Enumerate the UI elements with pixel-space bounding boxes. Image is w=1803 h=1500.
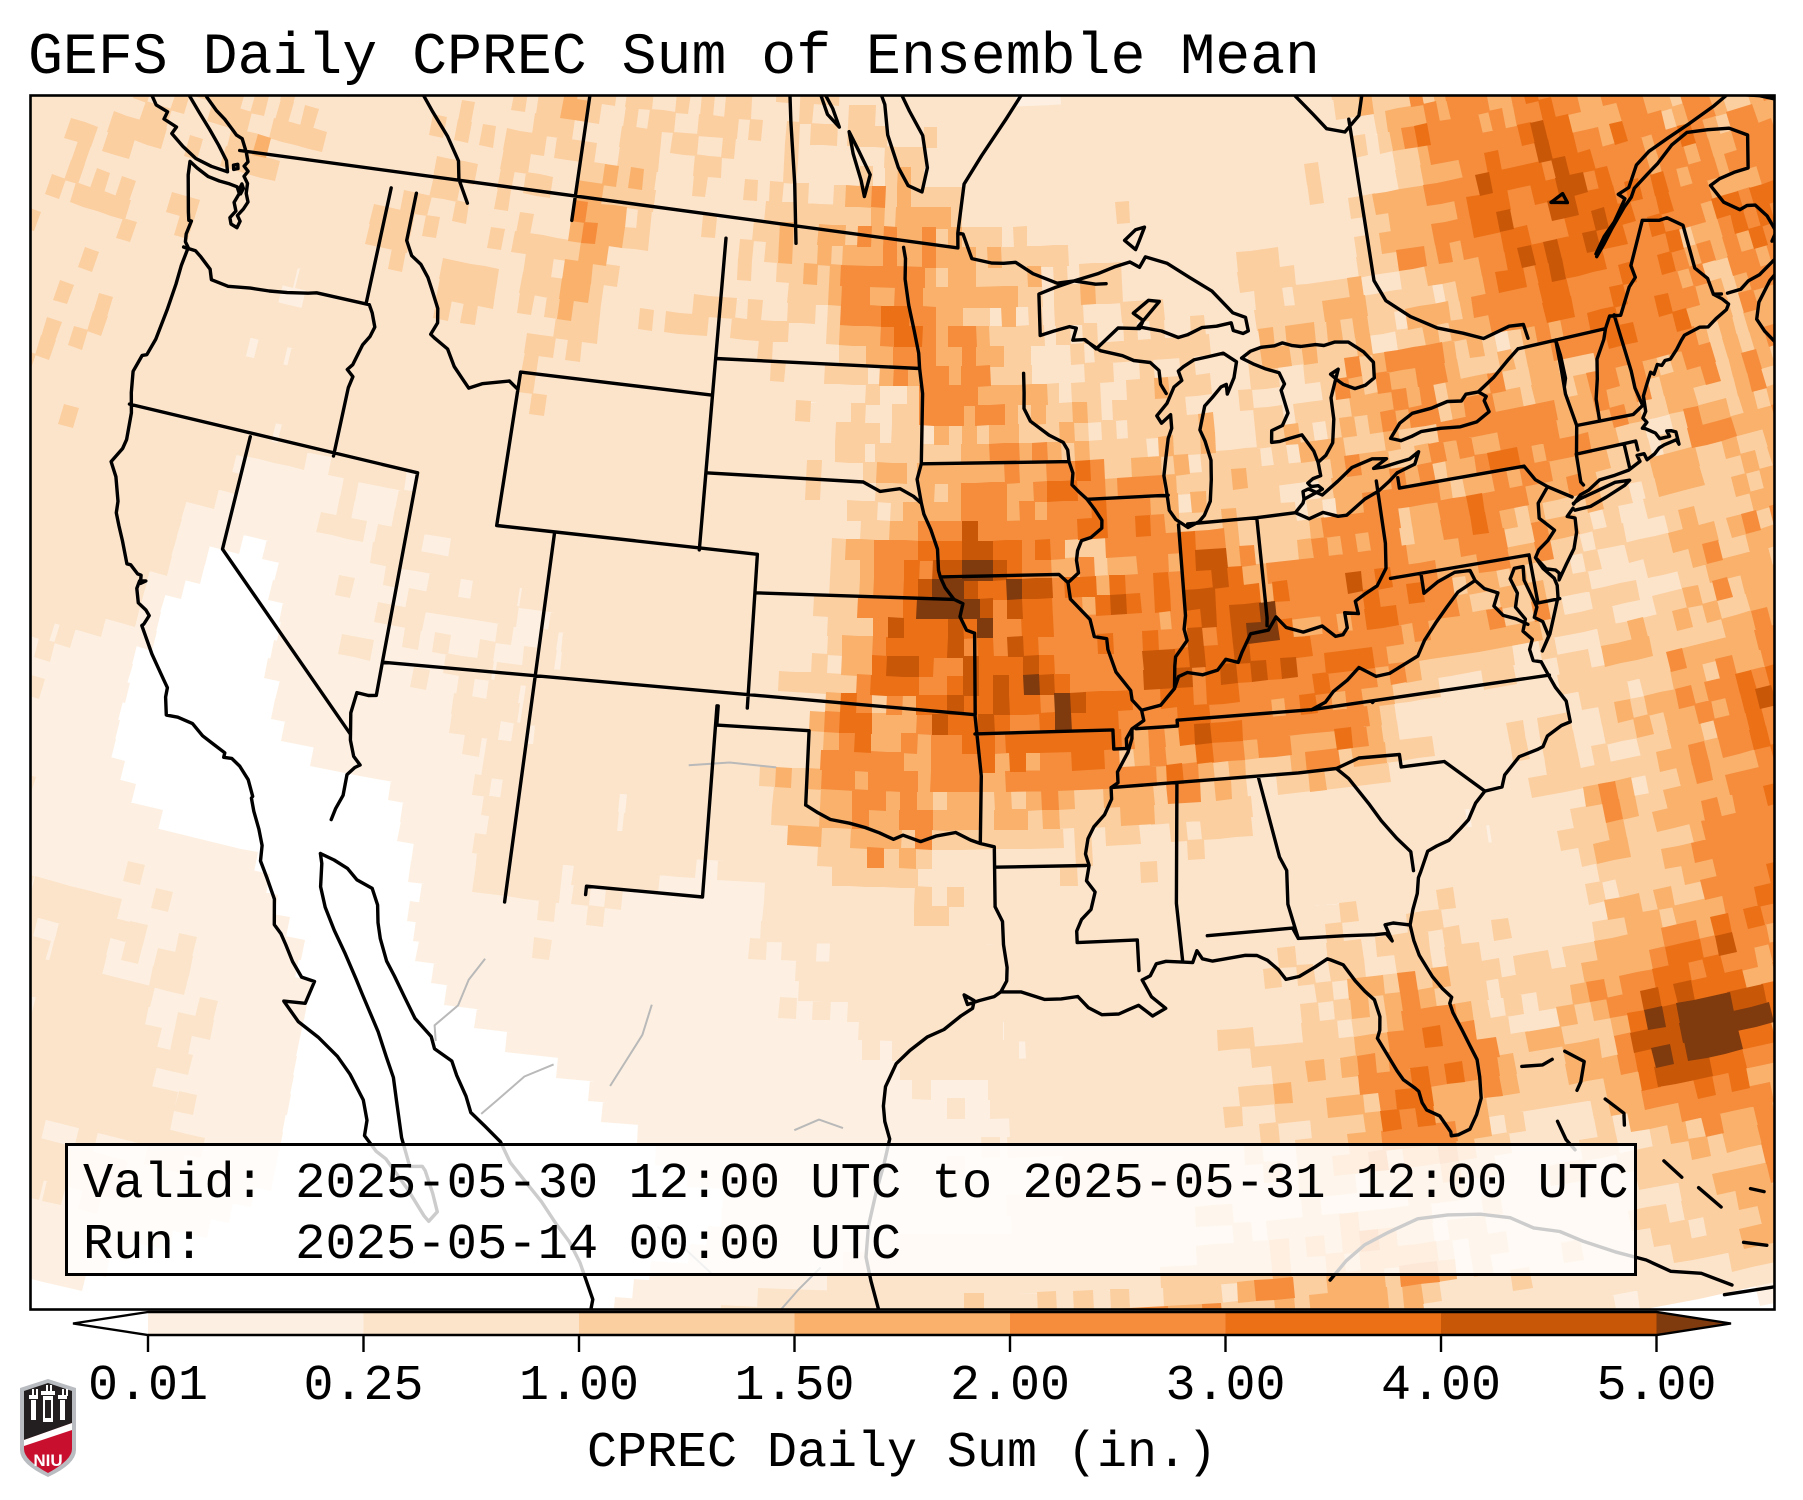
svg-text:CPREC Daily Sum (in.): CPREC Daily Sum (in.) (587, 1425, 1217, 1482)
svg-text:2.00: 2.00 (950, 1358, 1070, 1415)
svg-text:Run: 2025-05-14 00:00 UTC: Run: 2025-05-14 00:00 UTC (83, 1217, 901, 1274)
svg-text:1.00: 1.00 (519, 1358, 639, 1415)
svg-text:5.00: 5.00 (1596, 1358, 1716, 1415)
svg-text:1.50: 1.50 (734, 1358, 854, 1415)
svg-text:NIU: NIU (33, 1451, 62, 1470)
svg-text:4.00: 4.00 (1381, 1358, 1501, 1415)
svg-text:0.01: 0.01 (88, 1358, 208, 1415)
svg-text:3.00: 3.00 (1165, 1358, 1285, 1415)
svg-text:0.25: 0.25 (303, 1358, 423, 1415)
svg-text:Valid: 2025-05-30 12:00 UTC to: Valid: 2025-05-30 12:00 UTC to 2025-05-3… (83, 1156, 1629, 1213)
svg-text:GEFS Daily CPREC Sum of Ensemb: GEFS Daily CPREC Sum of Ensemble Mean (28, 26, 1320, 91)
